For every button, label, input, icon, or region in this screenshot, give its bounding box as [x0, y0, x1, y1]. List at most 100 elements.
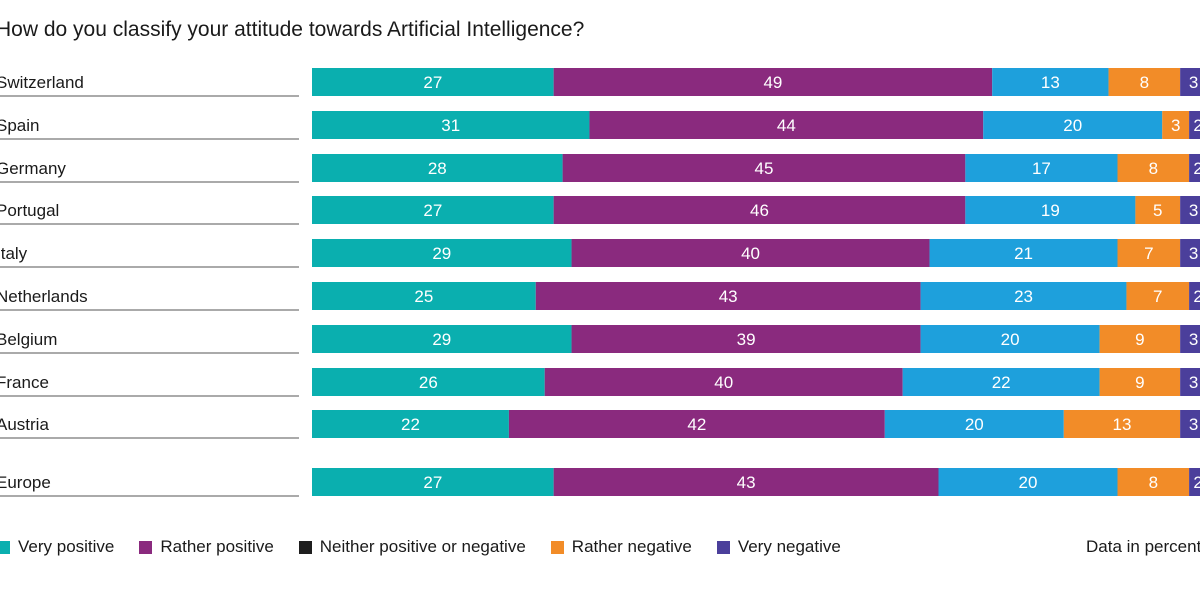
data-label: 28 — [428, 159, 447, 178]
legend: Very positive Rather positive Neither po… — [0, 537, 866, 557]
legend-label-rather-positive: Rather positive — [160, 537, 274, 556]
data-label: 27 — [423, 73, 442, 92]
legend-label-very-positive: Very positive — [18, 537, 115, 556]
data-label: 17 — [1032, 159, 1051, 178]
data-label: 25 — [414, 287, 433, 306]
data-label: 13 — [1113, 415, 1132, 434]
data-label: 26 — [419, 373, 438, 392]
bar-segment-blue-segment — [992, 68, 1109, 96]
data-label: 19 — [1041, 201, 1060, 220]
bar-row: Portugal 27 46 19 5 3 — [0, 196, 1200, 225]
data-label: 44 — [777, 116, 796, 135]
data-label: 8 — [1140, 73, 1149, 92]
data-label: 2 — [1193, 116, 1200, 135]
bar-row: Austria 22 42 20 13 3 — [0, 410, 1200, 439]
data-label: 43 — [719, 287, 738, 306]
data-label: 3 — [1189, 244, 1198, 263]
data-label: 22 — [401, 415, 420, 434]
data-label: 8 — [1149, 473, 1158, 492]
bar-segment-rather-negative — [1126, 282, 1190, 310]
bar-row: Spain 31 44 20 3 2 — [0, 111, 1200, 140]
bar-segment-blue-segment — [983, 111, 1163, 139]
bar-row: Belgium 29 39 20 9 3 — [0, 325, 1200, 354]
bar-row: Germany 28 45 17 8 2 — [0, 154, 1200, 183]
data-label: 3 — [1189, 330, 1198, 349]
data-label: 8 — [1149, 159, 1158, 178]
data-label: 40 — [741, 244, 760, 263]
data-label: 2 — [1193, 287, 1200, 306]
category-label: Spain — [0, 116, 39, 135]
bar-segment-rather-positive — [535, 282, 921, 310]
bar-segment-blue-segment — [920, 282, 1127, 310]
data-label: 5 — [1153, 201, 1162, 220]
bar-segment-very-negative — [1180, 239, 1200, 267]
bar-segment-rather-negative — [1099, 325, 1181, 353]
data-label: 22 — [992, 373, 1011, 392]
category-label: Europe — [0, 473, 51, 492]
bar-segment-very-positive — [312, 196, 554, 224]
bar-segment-blue-segment — [920, 325, 1100, 353]
data-label: 9 — [1135, 373, 1144, 392]
data-label: 9 — [1135, 330, 1144, 349]
bar-segment-very-positive — [312, 325, 572, 353]
data-label: 29 — [432, 330, 451, 349]
legend-label-rather-negative: Rather negative — [571, 537, 692, 556]
legend-item-very-negative: Very negative — [716, 537, 841, 557]
bar-segment-rather-negative — [1117, 154, 1190, 182]
bar-segment-blue-segment — [902, 368, 1100, 396]
bar-row: Italy 29 40 21 7 3 — [0, 239, 1200, 268]
bar-segment-rather-negative — [1099, 368, 1181, 396]
bar-segment-blue-segment — [965, 154, 1118, 182]
bar-segment-blue-segment — [965, 196, 1136, 224]
legend-swatch-rather-positive — [139, 540, 153, 554]
data-label: 29 — [432, 244, 451, 263]
legend-item-neither: Neither positive or negative — [298, 537, 526, 557]
bar-segment-rather-negative — [1108, 68, 1181, 96]
data-label: 45 — [755, 159, 774, 178]
data-label: 27 — [423, 201, 442, 220]
bar-row: France 26 40 22 9 3 — [0, 368, 1200, 397]
data-label: 40 — [714, 373, 733, 392]
data-label: 46 — [750, 201, 769, 220]
category-label: Austria — [0, 415, 49, 434]
data-label: 27 — [423, 473, 442, 492]
bar-segment-very-negative — [1189, 468, 1200, 496]
legend-label-neither: Neither positive or negative — [319, 537, 526, 556]
bar-row: Netherlands 25 43 23 7 2 — [0, 282, 1200, 311]
bar-segment-very-negative — [1189, 282, 1200, 310]
bar-segment-very-negative — [1180, 196, 1200, 224]
bar-segment-very-negative — [1180, 68, 1200, 96]
bar-segment-very-negative — [1189, 154, 1200, 182]
data-label: 42 — [687, 415, 706, 434]
bar-segment-blue-segment — [884, 410, 1064, 438]
bar-segment-very-negative — [1189, 111, 1200, 139]
bar-segment-rather-positive — [562, 154, 966, 182]
legend-swatch-very-negative — [716, 540, 730, 554]
data-label: 31 — [441, 116, 460, 135]
bar-row: Switzerland 27 49 13 8 3 — [0, 68, 1200, 97]
data-label: 20 — [1019, 473, 1038, 492]
data-label: 3 — [1189, 201, 1198, 220]
bar-segment-rather-negative — [1117, 468, 1190, 496]
data-unit-note: Data in percent — [1086, 537, 1200, 556]
bar-segment-very-positive — [312, 468, 554, 496]
data-label: 39 — [737, 330, 756, 349]
bar-segment-rather-positive — [553, 68, 993, 96]
legend-item-rather-positive: Rather positive — [139, 537, 274, 557]
data-label: 2 — [1193, 473, 1200, 492]
bar-segment-very-positive — [312, 154, 563, 182]
data-label: 13 — [1041, 73, 1060, 92]
bar-segment-very-positive — [312, 368, 545, 396]
category-label: Italy — [0, 244, 28, 263]
bar-segment-rather-negative — [1135, 196, 1181, 224]
bar-segment-rather-positive — [553, 468, 939, 496]
bar-segment-very-positive — [312, 410, 509, 438]
legend-swatch-rather-negative — [550, 540, 564, 554]
data-label: 20 — [1063, 116, 1082, 135]
legend-item-rather-negative: Rather negative — [550, 537, 692, 557]
data-label: 43 — [737, 473, 756, 492]
data-label: 49 — [763, 73, 782, 92]
legend-swatch-neither — [298, 540, 312, 554]
legend-label-very-negative: Very negative — [737, 537, 841, 556]
